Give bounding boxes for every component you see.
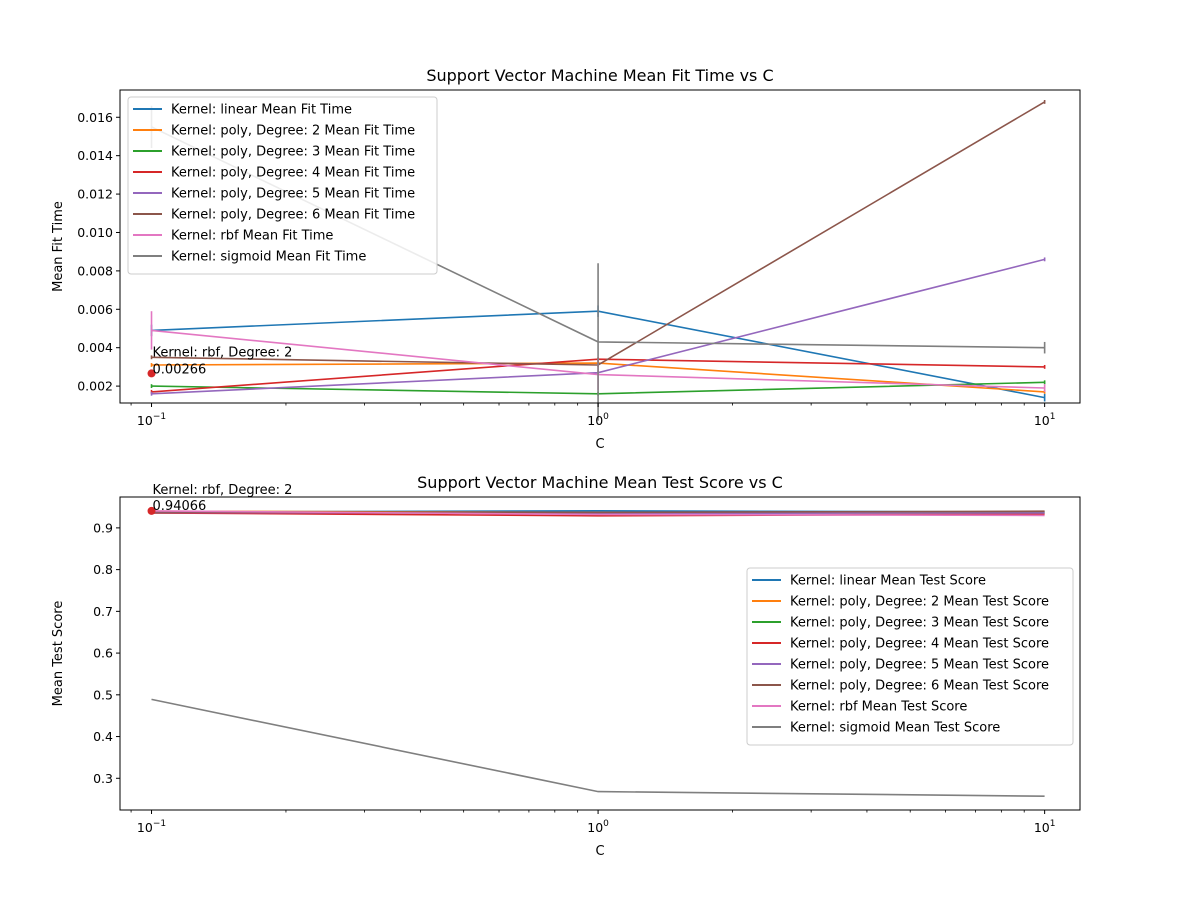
legend-label: Kernel: poly, Degree: 4 Mean Fit Time — [171, 166, 415, 181]
fit-time-panel: Support Vector Machine Mean Fit Time vs … — [51, 66, 1081, 452]
y-tick-label: 0.012 — [77, 187, 113, 202]
legend-label: Kernel: poly, Degree: 2 Mean Test Score — [790, 595, 1049, 610]
legend-item: Kernel: poly, Degree: 3 Mean Test Score — [752, 616, 1049, 631]
legend-label: Kernel: poly, Degree: 6 Mean Fit Time — [171, 208, 415, 223]
series-line-kernel-rbf-mean-test-score — [151, 510, 1045, 517]
legend-item: Kernel: poly, Degree: 2 Mean Test Score — [752, 595, 1049, 610]
legend-label: Kernel: poly, Degree: 5 Mean Test Score — [790, 658, 1049, 673]
best-point-label: Kernel: rbf, Degree: 2 — [153, 345, 293, 360]
legend-box — [127, 96, 438, 275]
legend: Kernel: linear Mean Fit Time Kernel: poly… — [127, 96, 438, 275]
legend-label: Kernel: rbf Mean Fit Time — [171, 229, 333, 244]
y-axis-label: Mean Fit Time — [51, 201, 66, 292]
x-tick-label: 100 — [587, 412, 609, 428]
x-tick-label: 10−1 — [137, 412, 166, 428]
legend-item: Kernel: poly, Degree: 5 Mean Fit Time — [133, 187, 415, 202]
series-group — [151, 509, 1045, 797]
y-tick-label: 0.6 — [93, 646, 113, 661]
legend-item: Kernel: poly, Degree: 4 Mean Test Score — [752, 637, 1049, 652]
legend-item: Kernel: poly, Degree: 4 Mean Fit Time — [133, 166, 415, 181]
legend-label: Kernel: poly, Degree: 3 Mean Test Score — [790, 616, 1049, 631]
legend-label: Kernel: rbf Mean Test Score — [790, 700, 967, 715]
y-tick-label: 0.7 — [93, 604, 113, 619]
chart-title: Support Vector Machine Mean Test Score v… — [417, 473, 783, 492]
legend-item: Kernel: sigmoid Mean Fit Time — [133, 250, 366, 265]
y-tick-label: 0.4 — [93, 729, 113, 744]
legend-item: Kernel: linear Mean Test Score — [752, 574, 986, 589]
y-tick-label: 0.014 — [77, 148, 113, 163]
legend-item: Kernel: poly, Degree: 6 Mean Test Score — [752, 679, 1049, 694]
legend-item: Kernel: poly, Degree: 5 Mean Test Score — [752, 658, 1049, 673]
legend-item: Kernel: linear Mean Fit Time — [133, 103, 352, 118]
plot-frame — [119, 89, 1081, 404]
y-tick-label: 0.010 — [77, 225, 113, 240]
y-axis-label: Mean Test Score — [51, 601, 66, 707]
x-tick-label: 10−1 — [137, 819, 166, 835]
best-point-label: Kernel: rbf, Degree: 2 — [153, 483, 293, 498]
legend-label: Kernel: poly, Degree: 4 Mean Test Score — [790, 637, 1049, 652]
series-group — [150, 99, 1046, 421]
x-tick-label: 101 — [1034, 819, 1056, 835]
legend-item: Kernel: rbf Mean Fit Time — [133, 229, 333, 244]
legend-label: Kernel: linear Mean Test Score — [790, 574, 986, 589]
best-point-marker — [147, 369, 156, 378]
legend-label: Kernel: poly, Degree: 6 Mean Test Score — [790, 679, 1049, 694]
x-axis-label: C — [595, 437, 604, 452]
legend-item: Kernel: rbf Mean Test Score — [752, 700, 967, 715]
best-point-value: 0.00266 — [153, 362, 207, 377]
legend-label: Kernel: poly, Degree: 2 Mean Fit Time — [171, 124, 415, 139]
legend-label: Kernel: linear Mean Fit Time — [171, 103, 352, 118]
y-tick-label: 0.006 — [77, 302, 113, 317]
legend-box — [746, 567, 1074, 746]
best-point-value: 0.94066 — [153, 499, 207, 514]
legend-item: Kernel: poly, Degree: 6 Mean Fit Time — [133, 208, 415, 223]
y-tick-label: 0.9 — [93, 520, 113, 535]
series-line-kernel-sigmoid-mean-test-score — [151, 698, 1045, 797]
legend-item: Kernel: poly, Degree: 2 Mean Fit Time — [133, 124, 415, 139]
y-tick-label: 0.3 — [93, 771, 113, 786]
chart-title: Support Vector Machine Mean Fit Time vs … — [426, 66, 773, 85]
x-tick-label: 101 — [1034, 412, 1056, 428]
legend-item: Kernel: sigmoid Mean Test Score — [752, 721, 1000, 736]
legend-item: Kernel: poly, Degree: 3 Mean Fit Time — [133, 145, 415, 160]
y-tick-label: 0.004 — [77, 340, 113, 355]
legend-label: Kernel: poly, Degree: 5 Mean Fit Time — [171, 187, 415, 202]
best-point-marker — [147, 506, 156, 515]
y-tick-label: 0.8 — [93, 562, 113, 577]
legend-label: Kernel: sigmoid Mean Test Score — [790, 721, 1000, 736]
legend-label: Kernel: poly, Degree: 3 Mean Fit Time — [171, 145, 415, 160]
test-score-panel: Support Vector Machine Mean Test Score v… — [51, 473, 1081, 859]
y-tick-label: 0.5 — [93, 687, 113, 702]
y-tick-label: 0.008 — [77, 263, 113, 278]
x-axis-label: C — [595, 844, 604, 859]
y-tick-label: 0.016 — [77, 110, 113, 125]
y-tick-label: 0.002 — [77, 379, 113, 394]
legend: Kernel: linear Mean Test Score Kernel: po… — [746, 567, 1074, 746]
x-tick-label: 100 — [587, 819, 609, 835]
legend-label: Kernel: sigmoid Mean Fit Time — [171, 250, 366, 265]
